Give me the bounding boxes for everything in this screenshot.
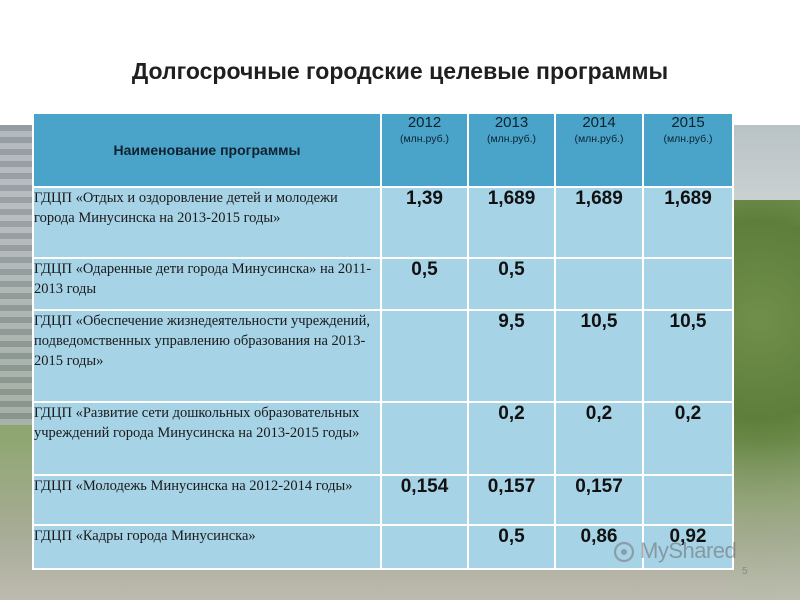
header-year-2015: 2015 (млн.руб.) <box>642 112 734 188</box>
value-cell: 0,5 <box>467 257 556 311</box>
programs-table: Наименование программы 2012 (млн.руб.) 2… <box>32 112 734 570</box>
value-cell: 10,5 <box>554 309 644 403</box>
table-row: ГДЦП «Обеспечение жизнедеятельности учре… <box>32 309 734 403</box>
watermark-text: MyShared <box>640 538 737 563</box>
header-year: 2015 <box>671 114 705 131</box>
header-unit: (млн.руб.) <box>399 133 450 145</box>
header-program-name: Наименование программы <box>32 112 382 188</box>
value-cell <box>642 474 734 526</box>
header-year: 2013 <box>494 114 529 131</box>
background-building <box>0 125 36 425</box>
value-cell: 0,157 <box>554 474 644 526</box>
value-cell: 0,157 <box>467 474 556 526</box>
value-cell <box>642 257 734 311</box>
table-row: ГДЦП «Развитие сети дошкольных образоват… <box>32 401 734 476</box>
header-year-2013: 2013 (млн.руб.) <box>467 112 556 188</box>
value-cell: 0,2 <box>554 401 644 476</box>
program-name-cell: ГДЦП «Отдых и оздоровление детей и молод… <box>32 186 382 259</box>
header-unit: (млн.руб.) <box>486 133 537 145</box>
value-cell: 1,689 <box>642 186 734 259</box>
program-name-cell: ГДЦП «Одаренные дети города Минусинска» … <box>32 257 382 311</box>
value-cell: 0,2 <box>467 401 556 476</box>
value-cell: 1,689 <box>554 186 644 259</box>
table-row: ГДЦП «Одаренные дети города Минусинска» … <box>32 257 734 311</box>
value-cell: 0,92 <box>642 524 734 570</box>
header-unit: (млн.руб.) <box>663 133 713 145</box>
page-number: 5 <box>742 566 748 577</box>
program-name-cell: ГДЦП «Молодежь Минусинска на 2012-2014 г… <box>32 474 382 526</box>
header-year: 2014 <box>582 114 616 131</box>
header-year: 2012 <box>407 114 442 131</box>
value-cell: 1,39 <box>380 186 469 259</box>
table-header-row: Наименование программы 2012 (млн.руб.) 2… <box>32 112 734 188</box>
program-name-cell: ГДЦП «Развитие сети дошкольных образоват… <box>32 401 382 476</box>
table-row: ГДЦП «Отдых и оздоровление детей и молод… <box>32 186 734 259</box>
header-year-2012: 2012 (млн.руб.) <box>380 112 469 188</box>
value-cell <box>554 257 644 311</box>
header-year-2014: 2014 (млн.руб.) <box>554 112 644 188</box>
slide-title: Долгосрочные городские целевые программы <box>131 58 669 84</box>
value-cell: 0,2 <box>642 401 734 476</box>
table-row: ГДЦП «Кадры города Минусинска» 0,5 0,86 … <box>32 524 734 570</box>
value-cell: 0,86 <box>554 524 644 570</box>
value-cell: 1,689 <box>467 186 556 259</box>
value-cell <box>380 524 469 570</box>
value-cell: 0,154 <box>380 474 469 526</box>
value-cell: 10,5 <box>642 309 734 403</box>
value-cell: 9,5 <box>467 309 556 403</box>
table-row: ГДЦП «Молодежь Минусинска на 2012-2014 г… <box>32 474 734 526</box>
value-cell: 0,5 <box>467 524 556 570</box>
myshared-logo-icon <box>613 541 635 563</box>
value-cell <box>380 401 469 476</box>
value-cell <box>380 309 469 403</box>
program-name-cell: ГДЦП «Обеспечение жизнедеятельности учре… <box>32 309 382 403</box>
program-name-cell: ГДЦП «Кадры города Минусинска» <box>32 524 382 570</box>
header-unit: (млн.руб.) <box>574 133 624 145</box>
value-cell: 0,5 <box>380 257 469 311</box>
